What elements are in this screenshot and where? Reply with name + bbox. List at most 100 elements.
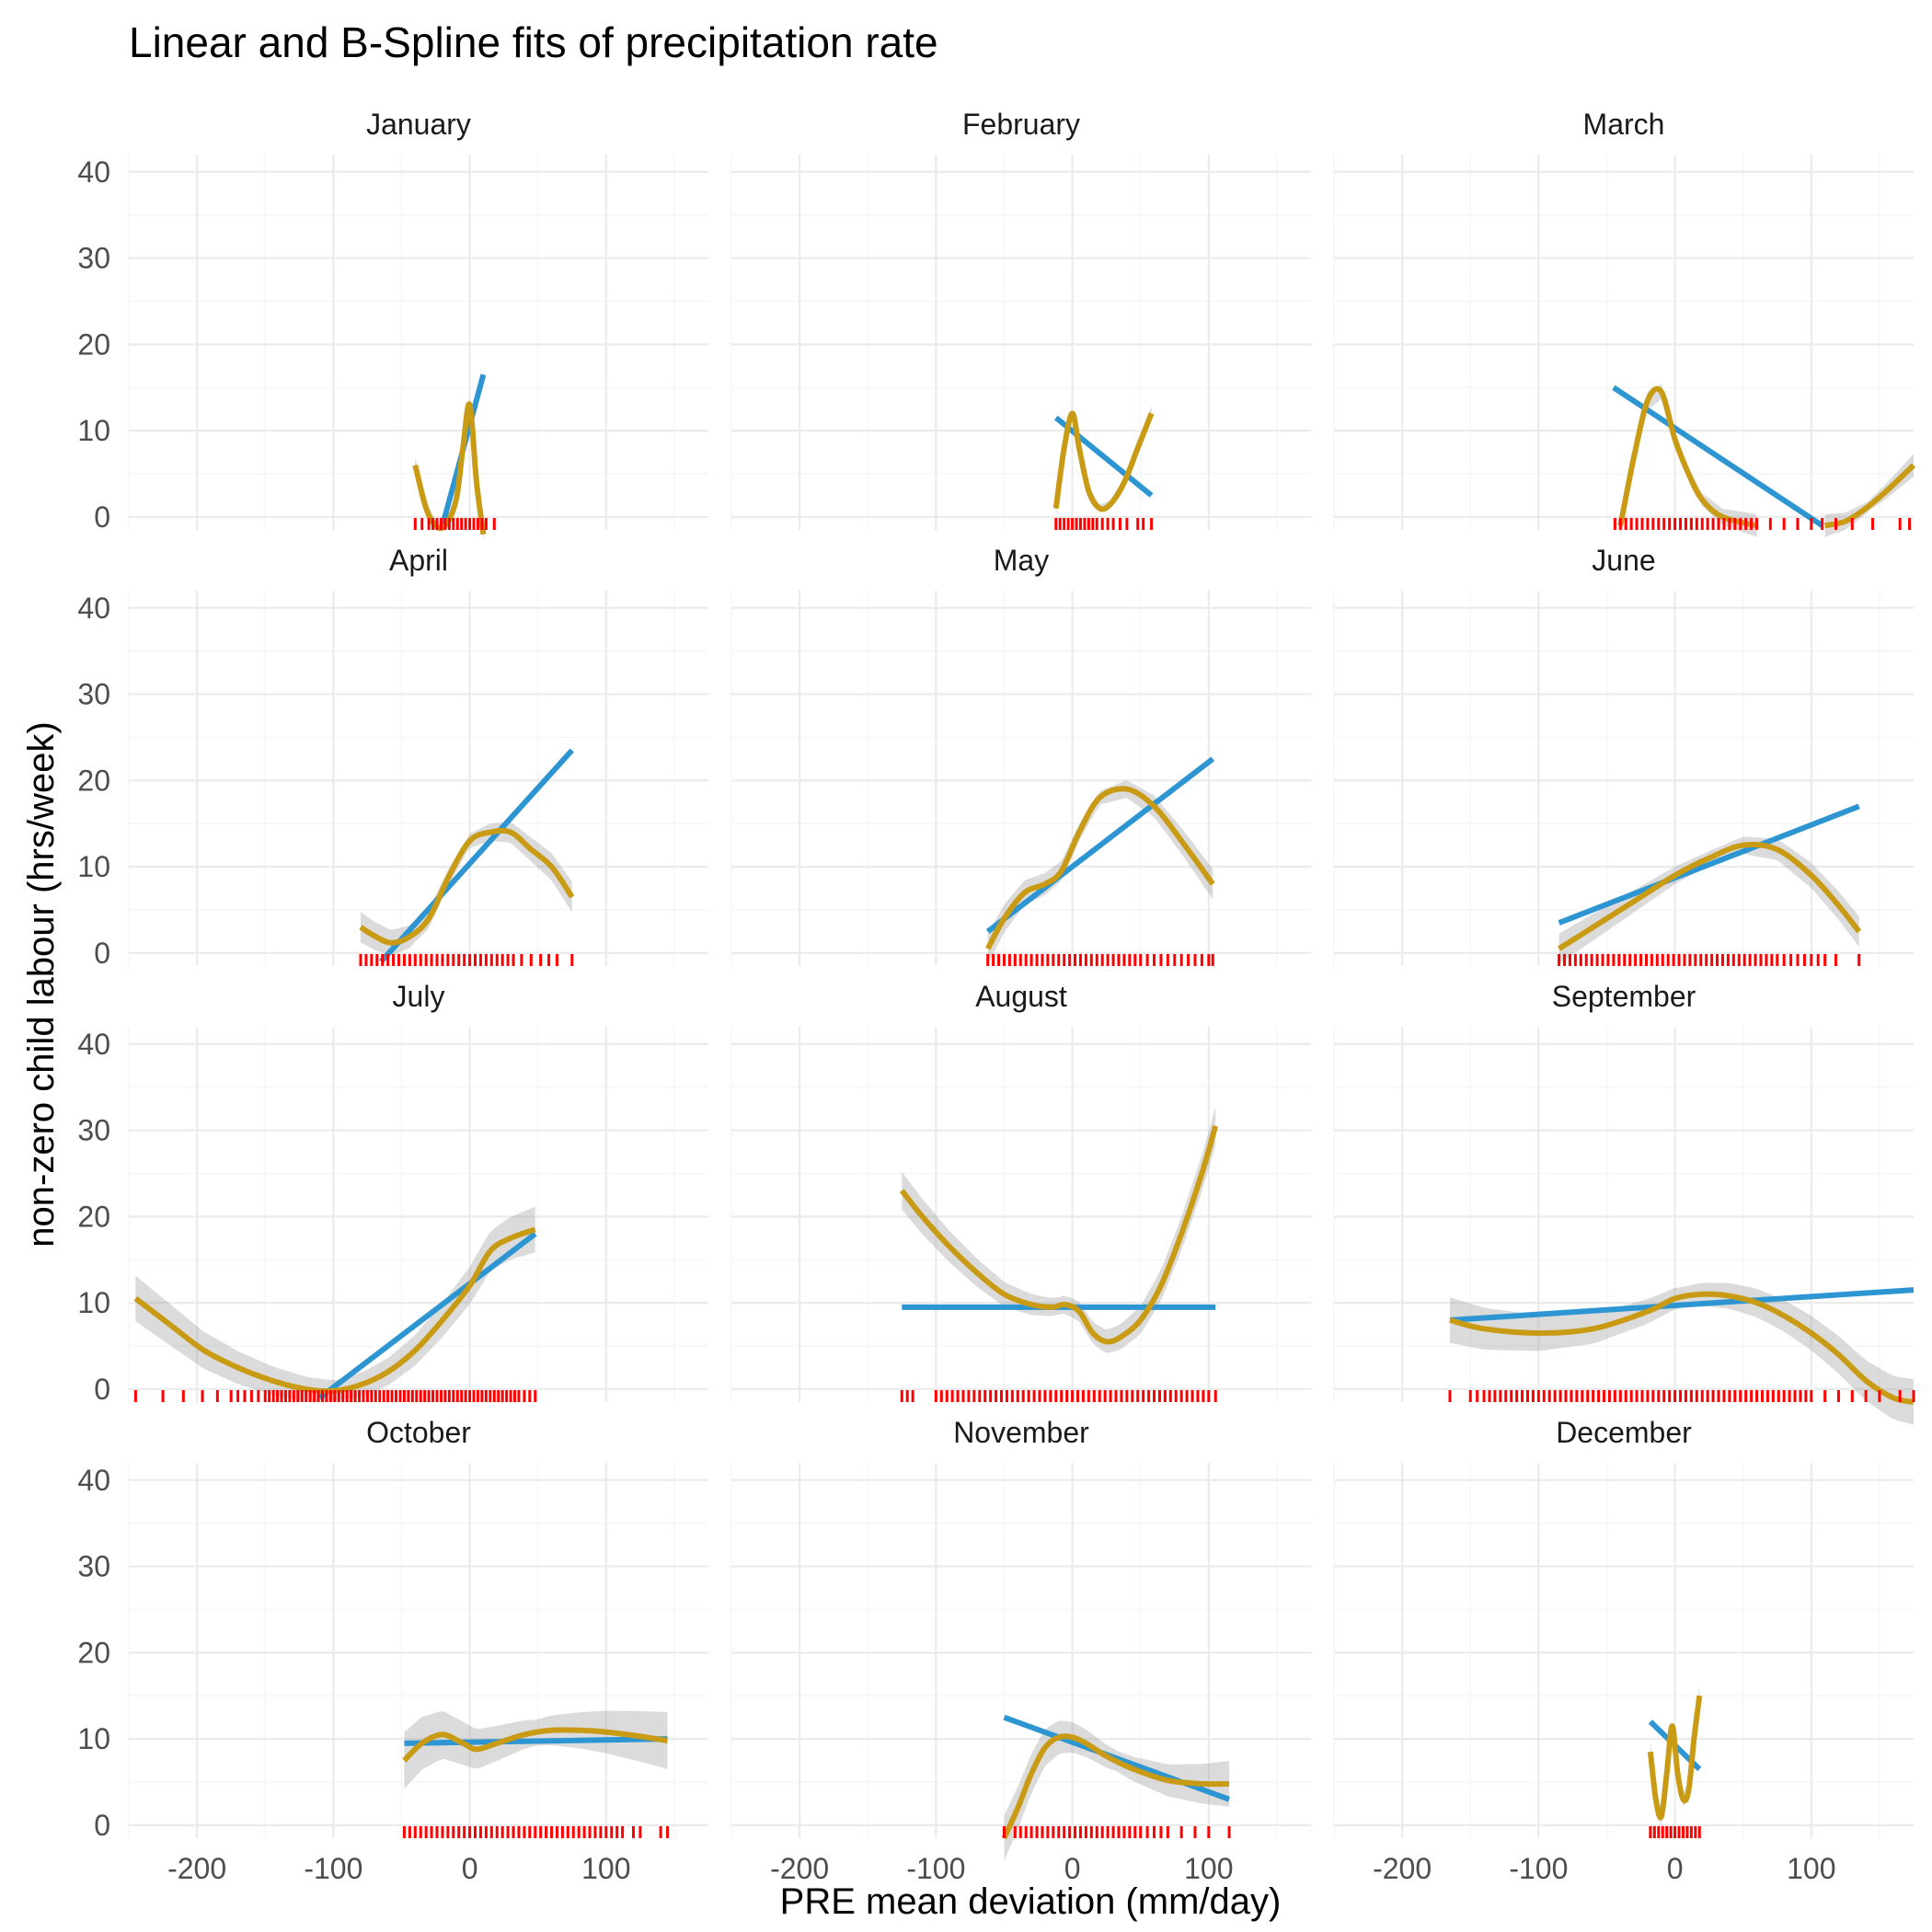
rug-marks (1613, 518, 1912, 530)
y-tick-label: 40 (77, 155, 110, 189)
y-tick-label: 20 (77, 1200, 110, 1233)
facet-panel: June (1333, 544, 1914, 966)
y-tick-label: 0 (94, 1809, 110, 1842)
facet-strip-label: April (389, 544, 448, 577)
y-tick-label: 40 (77, 1028, 110, 1061)
y-tick-label: 10 (77, 414, 110, 447)
y-tick-label: 30 (77, 678, 110, 711)
facet-strip-label: May (994, 544, 1049, 577)
y-tick-label: 10 (77, 850, 110, 883)
bspline-fit-line (899, 1125, 1219, 1345)
facet-panel: March (1333, 108, 1916, 537)
x-tick-label: -100 (304, 1852, 362, 1885)
x-tick-label: 100 (581, 1852, 630, 1885)
x-tick-label: -100 (906, 1852, 965, 1885)
bspline-fit-line (1558, 841, 1862, 951)
rug-marks (900, 1390, 1217, 1402)
x-tick-label: 100 (1787, 1852, 1835, 1885)
x-axis-label: PRE mean deviation (mm/day) (780, 1881, 1282, 1922)
facet-strip-label: June (1592, 544, 1655, 577)
grid-lines (128, 1463, 708, 1838)
spline-confidence-band (1004, 1720, 1230, 1861)
bspline-fit-line (402, 1727, 668, 1763)
grid-lines (128, 591, 708, 966)
facet-panel: October 0 10 20 30 40 -200 -100 0 100 (77, 1416, 708, 1885)
spline-confidence-band (987, 780, 1213, 964)
grid-lines (1333, 155, 1914, 530)
bspline-fit-line (1449, 1291, 1915, 1405)
facet-strip-label: November (953, 1416, 1089, 1449)
spline-confidence-band (135, 1206, 535, 1402)
facet-panel: May (730, 544, 1311, 966)
facet-panel: September (1333, 980, 1915, 1425)
spline-confidence-band (1450, 1282, 1914, 1425)
bspline-fit-line (359, 827, 575, 946)
bspline-fit-line (985, 786, 1215, 950)
grid-lines (1333, 1463, 1914, 1838)
bspline-fit-line (1052, 410, 1155, 512)
rug-marks (1558, 954, 1861, 966)
rug-marks (986, 954, 1214, 966)
y-tick-label: 20 (77, 328, 110, 361)
bspline-fit-line (1823, 463, 1916, 529)
grid-lines (730, 1463, 1311, 1838)
y-tick-label: 10 (77, 1286, 110, 1319)
y-tick-label: 40 (77, 592, 110, 625)
grid-lines (730, 155, 1311, 530)
facet-strip-label: September (1552, 980, 1696, 1013)
x-tick-label: 0 (1667, 1852, 1684, 1885)
linear-fit-line (985, 756, 1215, 934)
x-tick-label: 100 (1184, 1852, 1233, 1885)
spline-confidence-band (1824, 454, 1914, 537)
facet-panel: July 0 10 20 30 40 (77, 980, 708, 1406)
facet-strip-label: July (393, 980, 445, 1013)
facet-strip-label: December (1556, 1416, 1692, 1449)
y-tick-label: 20 (77, 1636, 110, 1669)
chart-title: Linear and B-Spline fits of precipitatio… (129, 18, 938, 66)
rug-marks (1054, 518, 1154, 530)
facet-strip-label: October (366, 1416, 471, 1449)
rug-marks (1002, 1826, 1231, 1838)
bspline-fit-line (1647, 1695, 1703, 1821)
linear-fit-line (1612, 385, 1824, 528)
rug-marks (1649, 1826, 1701, 1838)
x-tick-label: 0 (462, 1852, 478, 1885)
y-tick-label: 30 (77, 1550, 110, 1583)
y-tick-label: 30 (77, 1114, 110, 1147)
grid-lines (128, 155, 708, 530)
facet-panel: November -200 -100 0 100 (730, 1416, 1311, 1885)
grid-lines (1333, 591, 1914, 966)
rug-marks (1448, 1390, 1915, 1402)
bspline-fit-line (133, 1226, 536, 1395)
bspline-fit-line (1001, 1733, 1230, 1840)
y-tick-label: 0 (94, 1373, 110, 1406)
facet-panel: April 0 10 20 30 40 (77, 544, 708, 970)
facet-panel: December -200 -100 0 100 (1333, 1416, 1914, 1885)
x-tick-label: -100 (1509, 1852, 1568, 1885)
linear-fit-line (1449, 1287, 1915, 1323)
bspline-fit-line (412, 401, 487, 535)
grid-lines (1333, 1027, 1914, 1402)
linear-fit-line (1053, 415, 1154, 498)
y-tick-label: 20 (77, 764, 110, 797)
rug-marks (402, 1826, 670, 1838)
y-tick-label: 40 (77, 1464, 110, 1497)
y-tick-label: 30 (77, 242, 110, 275)
bspline-fit-line (1617, 385, 1758, 529)
linear-fit-line (1558, 803, 1860, 926)
rug-marks (133, 1390, 537, 1402)
linear-fit-line (404, 1736, 668, 1746)
grid-lines (730, 1027, 1311, 1402)
linear-fit-line (379, 748, 574, 964)
rug-marks (413, 518, 496, 530)
linear-fit-line (317, 1231, 537, 1400)
facet-strip-label: January (366, 108, 471, 141)
y-tick-label: 0 (94, 500, 110, 534)
facet-strip-label: March (1583, 108, 1665, 141)
facet-panel: August (730, 980, 1311, 1402)
x-tick-label: -200 (770, 1852, 829, 1885)
x-tick-label: 0 (1064, 1852, 1081, 1885)
y-tick-label: 10 (77, 1722, 110, 1755)
facet-panels: January 0 10 20 30 40 February March April 0 10 20 3… (77, 108, 1916, 1885)
